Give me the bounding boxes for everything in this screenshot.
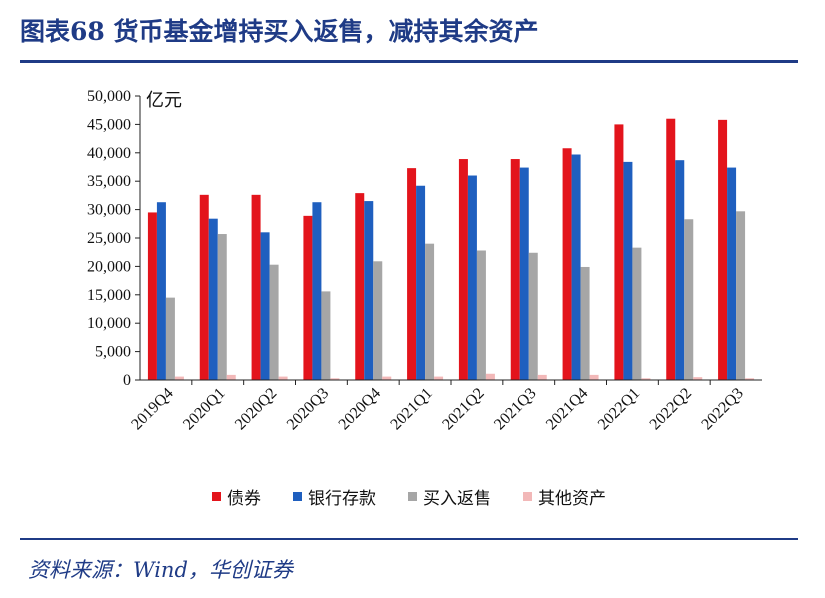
bar-2022Q2-债券 [666, 118, 676, 380]
bar-2020Q4-其他资产 [382, 376, 392, 380]
bar-2021Q2-债券 [458, 159, 468, 380]
bar-2022Q3-其他资产 [745, 378, 755, 380]
legend-label: 买入返售 [423, 489, 491, 509]
bar-2021Q4-银行存款 [571, 154, 581, 380]
bar-2022Q1-银行存款 [623, 161, 633, 380]
x-tick-label: 2020Q1 [180, 385, 228, 433]
title-rule [20, 60, 798, 63]
y-tick-label: 35,000 [87, 173, 131, 190]
bar-2020Q1-买入返售 [217, 234, 227, 380]
bar-2020Q3-债券 [303, 215, 313, 380]
bar-2020Q2-其他资产 [278, 376, 288, 380]
bar-2022Q2-买入返售 [684, 219, 694, 380]
bar-2019Q4-银行存款 [156, 202, 166, 380]
x-tick-label: 2020Q4 [336, 385, 384, 433]
x-tick-label: 2021Q4 [543, 385, 591, 433]
bar-2022Q2-其他资产 [693, 377, 703, 380]
legend-item: 其他资产 [523, 484, 606, 509]
bar-2021Q3-债券 [510, 159, 520, 380]
x-tick-label: 2019Q4 [128, 385, 176, 433]
bar-2022Q1-其他资产 [641, 378, 651, 380]
x-tick-label: 2022Q3 [698, 385, 746, 433]
y-tick-label: 0 [123, 372, 131, 389]
bar-2020Q4-债券 [355, 193, 365, 380]
footer-rule [20, 538, 798, 540]
legend-swatch [212, 492, 221, 501]
x-tick-label: 2021Q1 [387, 385, 435, 433]
y-unit-label: 亿元 [146, 90, 182, 111]
x-tick-label: 2021Q3 [491, 385, 539, 433]
legend-label: 其他资产 [538, 489, 606, 509]
y-tick-label: 40,000 [87, 145, 131, 162]
legend-item: 银行存款 [293, 484, 376, 509]
bar-2021Q2-银行存款 [467, 175, 477, 380]
bar-2021Q1-买入返售 [425, 243, 435, 380]
x-axis: 2019Q4 2020Q1 2020Q2 2020Q3 2020Q4 2021Q1 2021… [128, 379, 762, 433]
bar-2022Q3-银行存款 [727, 167, 737, 380]
bar-2021Q2-买入返售 [476, 250, 486, 380]
y-tick-label: 50,000 [87, 88, 131, 105]
bar-2020Q2-银行存款 [260, 232, 270, 380]
y-tick-label: 20,000 [87, 258, 131, 275]
bar-2021Q2-其他资产 [485, 373, 495, 380]
legend-label: 银行存款 [308, 489, 376, 509]
legend-swatch [523, 492, 532, 501]
bar-2021Q1-债券 [407, 168, 417, 380]
legend-item: 买入返售 [408, 484, 491, 509]
bar-2021Q4-债券 [562, 148, 572, 380]
bar-2021Q3-买入返售 [528, 252, 538, 380]
bar-2022Q2-银行存款 [675, 160, 685, 380]
bar-2021Q1-其他资产 [434, 376, 444, 380]
bar-2021Q3-银行存款 [519, 167, 529, 380]
bar-2021Q1-银行存款 [416, 185, 426, 380]
y-axis: 0 5,000 10,000 15,000 20,000 25,000 30,000 35,0… [87, 88, 141, 389]
legend-label: 债券 [227, 489, 261, 509]
bar-2020Q4-银行存款 [364, 201, 374, 380]
bar-2022Q1-买入返售 [632, 247, 642, 380]
bars-group [147, 118, 755, 381]
x-tick-label: 2021Q2 [439, 385, 487, 433]
bar-2020Q4-买入返售 [373, 261, 383, 380]
bar-2019Q4-其他资产 [174, 376, 184, 380]
y-tick-label: 45,000 [87, 116, 131, 133]
y-tick-label: 10,000 [87, 315, 131, 332]
legend-swatch [408, 492, 417, 501]
bar-2021Q3-其他资产 [537, 374, 547, 380]
legend-swatch [293, 492, 302, 501]
bar-2020Q1-银行存款 [208, 218, 218, 380]
y-tick-label: 25,000 [87, 230, 131, 247]
bar-2022Q3-债券 [718, 119, 728, 380]
x-tick-label: 2022Q1 [595, 385, 643, 433]
bar-2019Q4-买入返售 [165, 297, 175, 380]
bar-2021Q4-其他资产 [589, 374, 599, 380]
bar-2021Q4-买入返售 [580, 266, 590, 380]
bar-2020Q2-买入返售 [269, 264, 279, 380]
y-tick-label: 5,000 [95, 344, 131, 361]
x-tick-label: 2020Q2 [232, 385, 280, 433]
legend: 债券 银行存款 买入返售 其他资产 [212, 484, 606, 509]
bar-2020Q1-其他资产 [226, 374, 236, 380]
bar-2022Q1-债券 [614, 124, 624, 381]
bar-2022Q3-买入返售 [736, 211, 746, 380]
bar-2020Q1-债券 [199, 194, 209, 380]
x-tick-label: 2020Q3 [284, 385, 332, 433]
y-tick-label: 30,000 [87, 202, 131, 219]
bar-2020Q3-其他资产 [330, 378, 340, 380]
bar-2020Q3-买入返售 [321, 291, 331, 380]
bar-2020Q2-债券 [251, 194, 261, 380]
source-note: 资料来源：Wind，华创证券 [28, 558, 293, 582]
x-tick-label: 2022Q2 [647, 385, 695, 433]
y-tick-label: 15,000 [87, 287, 131, 304]
legend-item: 债券 [212, 484, 261, 509]
chart-title: 图表68 货币基金增持买入返售，减持其余资产 [20, 17, 539, 46]
bar-2020Q3-银行存款 [312, 202, 322, 380]
bar-2019Q4-债券 [147, 212, 157, 380]
